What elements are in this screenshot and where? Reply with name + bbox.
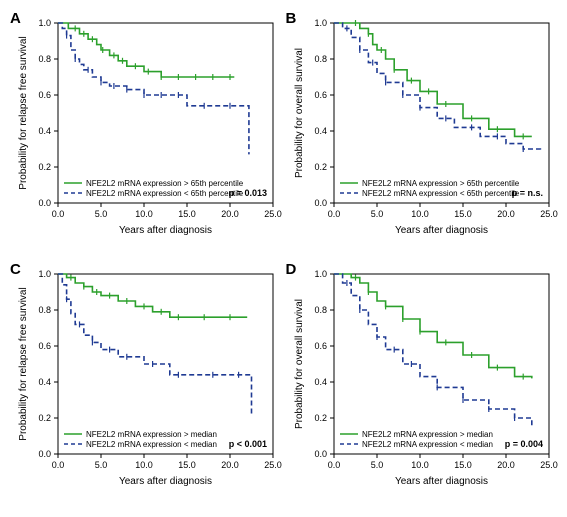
svg-text:0.0: 0.0 <box>38 198 51 208</box>
kaplan-meier-grid: A 0.0 5.0 10.0 15.0 20.0 25.0 0.0 0.2 0.4 0.6 0.8 1… <box>8 8 559 509</box>
panel-c: C 0.0 5.0 10.0 15.0 20.0 25.0 0.0 0.2 0.4 0.6 0.8 1… <box>8 259 284 510</box>
svg-text:0.0: 0.0 <box>314 449 327 459</box>
svg-text:20.0: 20.0 <box>221 460 239 470</box>
svg-text:0.4: 0.4 <box>38 377 51 387</box>
svg-text:20.0: 20.0 <box>221 209 239 219</box>
svg-text:0.0: 0.0 <box>327 460 340 470</box>
svg-text:0.8: 0.8 <box>38 54 51 64</box>
panel-label-a: A <box>10 10 21 27</box>
svg-text:p = n.s.: p = n.s. <box>511 188 542 198</box>
svg-text:10.0: 10.0 <box>411 209 429 219</box>
svg-text:0.6: 0.6 <box>38 90 51 100</box>
svg-text:1.0: 1.0 <box>314 18 327 28</box>
panel-label-c: C <box>10 261 21 278</box>
svg-text:Years after diagnosis: Years after diagnosis <box>119 225 212 236</box>
svg-text:NFE2L2 mRNA expression < media: NFE2L2 mRNA expression < median <box>362 440 493 449</box>
svg-text:5.0: 5.0 <box>95 209 108 219</box>
svg-text:0.4: 0.4 <box>314 377 327 387</box>
panel-label-d: D <box>286 261 297 278</box>
svg-text:Years after diagnosis: Years after diagnosis <box>394 225 487 236</box>
svg-text:0.2: 0.2 <box>314 413 327 423</box>
chart-b: 0.0 5.0 10.0 15.0 20.0 25.0 0.0 0.2 0.4 0.6 0.8 1.0… <box>284 8 559 258</box>
svg-text:Probability for relapse free s: Probability for relapse free survival <box>18 36 29 189</box>
svg-text:0.2: 0.2 <box>38 162 51 172</box>
svg-text:15.0: 15.0 <box>454 209 472 219</box>
panel-b: B 0.0 5.0 10.0 15.0 20.0 25.0 0.0 0.2 0.4 0.6 0.8 1… <box>284 8 560 259</box>
svg-text:5.0: 5.0 <box>370 209 383 219</box>
svg-text:25.0: 25.0 <box>264 209 282 219</box>
svg-text:0.0: 0.0 <box>38 449 51 459</box>
svg-text:NFE2L2 mRNA expression > 65th: NFE2L2 mRNA expression > 65th percentile <box>362 179 520 188</box>
svg-text:p = 0.013: p = 0.013 <box>229 188 267 198</box>
svg-text:0.0: 0.0 <box>314 198 327 208</box>
svg-text:25.0: 25.0 <box>540 460 558 470</box>
panel-label-b: B <box>286 10 297 27</box>
svg-text:NFE2L2 mRNA expression < 65th: NFE2L2 mRNA expression < 65th percentile <box>362 189 520 198</box>
svg-text:0.8: 0.8 <box>314 305 327 315</box>
svg-text:15.0: 15.0 <box>454 460 472 470</box>
panel-a: A 0.0 5.0 10.0 15.0 20.0 25.0 0.0 0.2 0.4 0.6 0.8 1… <box>8 8 284 259</box>
chart-a: 0.0 5.0 10.0 15.0 20.0 25.0 0.0 0.2 0.4 0.6 0.8 1.0… <box>8 8 283 258</box>
svg-text:0.6: 0.6 <box>38 341 51 351</box>
svg-text:0.6: 0.6 <box>314 90 327 100</box>
svg-text:0.0: 0.0 <box>327 209 340 219</box>
svg-text:Probability for overall surviv: Probability for overall survival <box>294 48 305 178</box>
svg-text:Years after diagnosis: Years after diagnosis <box>394 476 487 487</box>
svg-text:0.8: 0.8 <box>38 305 51 315</box>
svg-text:NFE2L2 mRNA expression < 65th: NFE2L2 mRNA expression < 65th percentile <box>86 189 244 198</box>
svg-text:Probability for relapse free s: Probability for relapse free survival <box>18 287 29 440</box>
svg-text:15.0: 15.0 <box>178 460 196 470</box>
svg-text:5.0: 5.0 <box>95 460 108 470</box>
panel-d: D 0.0 5.0 10.0 15.0 20.0 25.0 0.0 0.2 0.4 0.6 0.8 1… <box>284 259 560 510</box>
chart-c: 0.0 5.0 10.0 15.0 20.0 25.0 0.0 0.2 0.4 0.6 0.8 1.0… <box>8 259 283 509</box>
chart-d: 0.0 5.0 10.0 15.0 20.0 25.0 0.0 0.2 0.4 0.6 0.8 1.0… <box>284 259 559 509</box>
svg-text:0.0: 0.0 <box>52 460 65 470</box>
svg-text:15.0: 15.0 <box>178 209 196 219</box>
svg-text:NFE2L2 mRNA expression > media: NFE2L2 mRNA expression > median <box>86 430 217 439</box>
svg-text:0.0: 0.0 <box>52 209 65 219</box>
svg-text:0.6: 0.6 <box>314 341 327 351</box>
svg-text:20.0: 20.0 <box>497 460 515 470</box>
svg-text:NFE2L2 mRNA expression > media: NFE2L2 mRNA expression > median <box>362 430 493 439</box>
svg-text:25.0: 25.0 <box>264 460 282 470</box>
svg-text:1.0: 1.0 <box>314 269 327 279</box>
svg-text:0.4: 0.4 <box>38 126 51 136</box>
svg-text:10.0: 10.0 <box>135 209 153 219</box>
svg-text:10.0: 10.0 <box>411 460 429 470</box>
svg-text:Years after diagnosis: Years after diagnosis <box>119 476 212 487</box>
svg-text:25.0: 25.0 <box>540 209 558 219</box>
svg-text:0.2: 0.2 <box>38 413 51 423</box>
svg-text:NFE2L2 mRNA expression < media: NFE2L2 mRNA expression < median <box>86 440 217 449</box>
svg-text:1.0: 1.0 <box>38 269 51 279</box>
svg-text:10.0: 10.0 <box>135 460 153 470</box>
svg-text:Probability for overall surviv: Probability for overall survival <box>294 298 305 428</box>
svg-text:5.0: 5.0 <box>370 460 383 470</box>
svg-text:p < 0.001: p < 0.001 <box>229 439 267 449</box>
svg-text:p = 0.004: p = 0.004 <box>504 439 542 449</box>
svg-text:0.8: 0.8 <box>314 54 327 64</box>
svg-text:NFE2L2 mRNA expression > 65th: NFE2L2 mRNA expression > 65th percentile <box>86 179 244 188</box>
svg-text:0.4: 0.4 <box>314 126 327 136</box>
svg-text:0.2: 0.2 <box>314 162 327 172</box>
svg-text:1.0: 1.0 <box>38 18 51 28</box>
svg-text:20.0: 20.0 <box>497 209 515 219</box>
